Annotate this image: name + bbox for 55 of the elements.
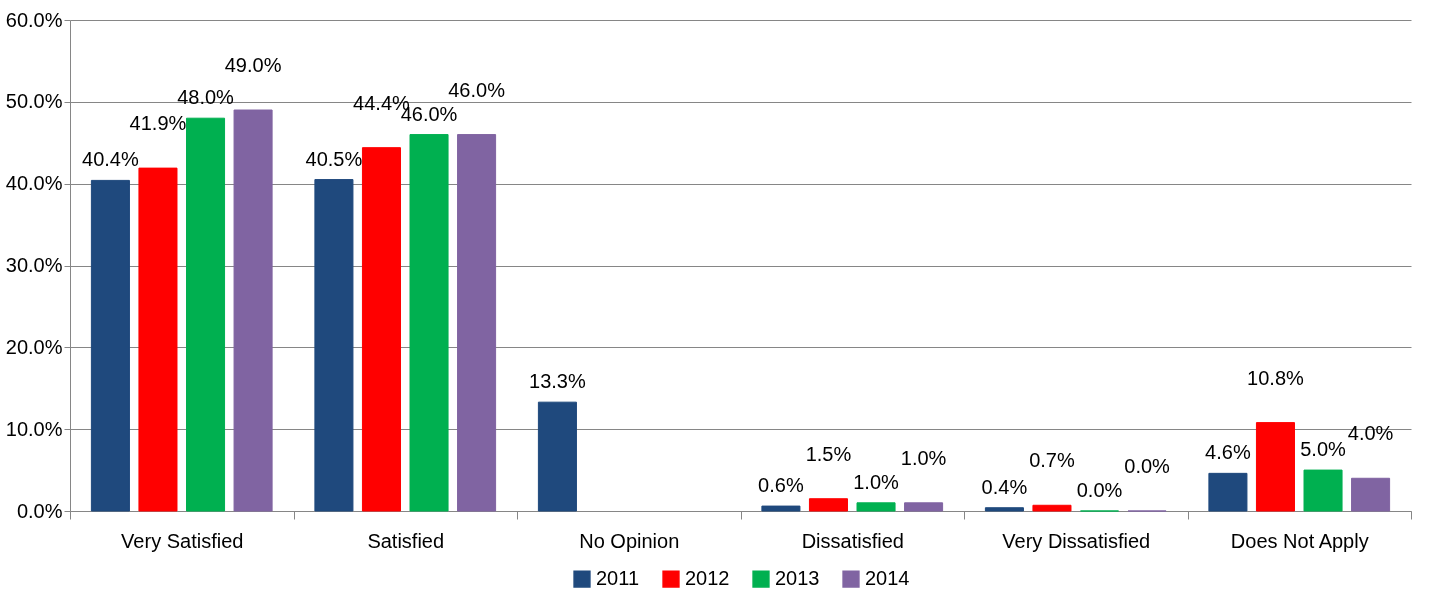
data-label: 0.4% [981,475,1028,498]
data-label: 4.0% [1347,422,1394,445]
bar [904,502,944,512]
x-tick-label: Dissatisfied [801,529,904,552]
data-label: 4.6% [1205,441,1251,464]
data-label: 1.0% [853,470,900,493]
data-label: 0.6% [758,474,804,497]
data-label: 10.8% [1247,366,1305,389]
data-label: 48.0% [177,86,235,109]
data-label: 40.4% [82,148,139,171]
data-label: 0.0% [1076,479,1123,501]
bar [1351,477,1391,512]
data-label: 0.7% [1029,449,1075,472]
y-tick-label: 50.0% [5,90,63,113]
data-label: 13.3% [529,370,586,393]
x-tick-label: Very Dissatisfied [1002,529,1151,552]
bar [186,117,226,512]
bar [90,179,130,512]
x-tick-label: Satisfied [367,529,445,552]
bar [1032,504,1072,512]
bar [808,498,848,512]
bar [1255,422,1295,512]
bar [361,147,401,512]
bar [314,179,354,512]
bar [233,109,273,512]
y-tick-label: 10.0% [5,417,63,440]
legend-label: 2011 [596,567,640,590]
bar [537,401,577,512]
bar [984,507,1024,512]
data-label: 5.0% [1300,438,1347,461]
bar [761,505,801,512]
bar [138,167,178,512]
x-tick-label: Very Satisfied [121,529,244,552]
y-tick-label: 0.0% [16,499,63,522]
y-tick-label: 20.0% [5,335,63,358]
data-label: 49.0% [224,54,282,77]
data-label: 0.0% [1124,455,1171,477]
data-label: 41.9% [129,112,187,135]
legend-label: 2012 [685,567,730,590]
data-label: 1.0% [900,446,947,469]
y-tick-label: 30.0% [5,254,63,276]
bar [409,134,449,512]
y-tick-label: 40.0% [5,172,63,195]
legend-label: 2014 [865,567,910,590]
legend-label: 2013 [775,567,820,590]
bar [856,502,896,512]
bar [1208,472,1248,512]
bar [1303,469,1343,512]
data-label: 1.5% [805,442,852,465]
x-tick-label: No Opinion [579,529,680,552]
x-tick-label: Does Not Apply [1230,529,1369,552]
data-label: 40.5% [305,147,363,170]
y-tick-label: 60.0% [5,8,63,31]
bar [457,134,497,512]
data-label: 46.0% [448,78,506,101]
